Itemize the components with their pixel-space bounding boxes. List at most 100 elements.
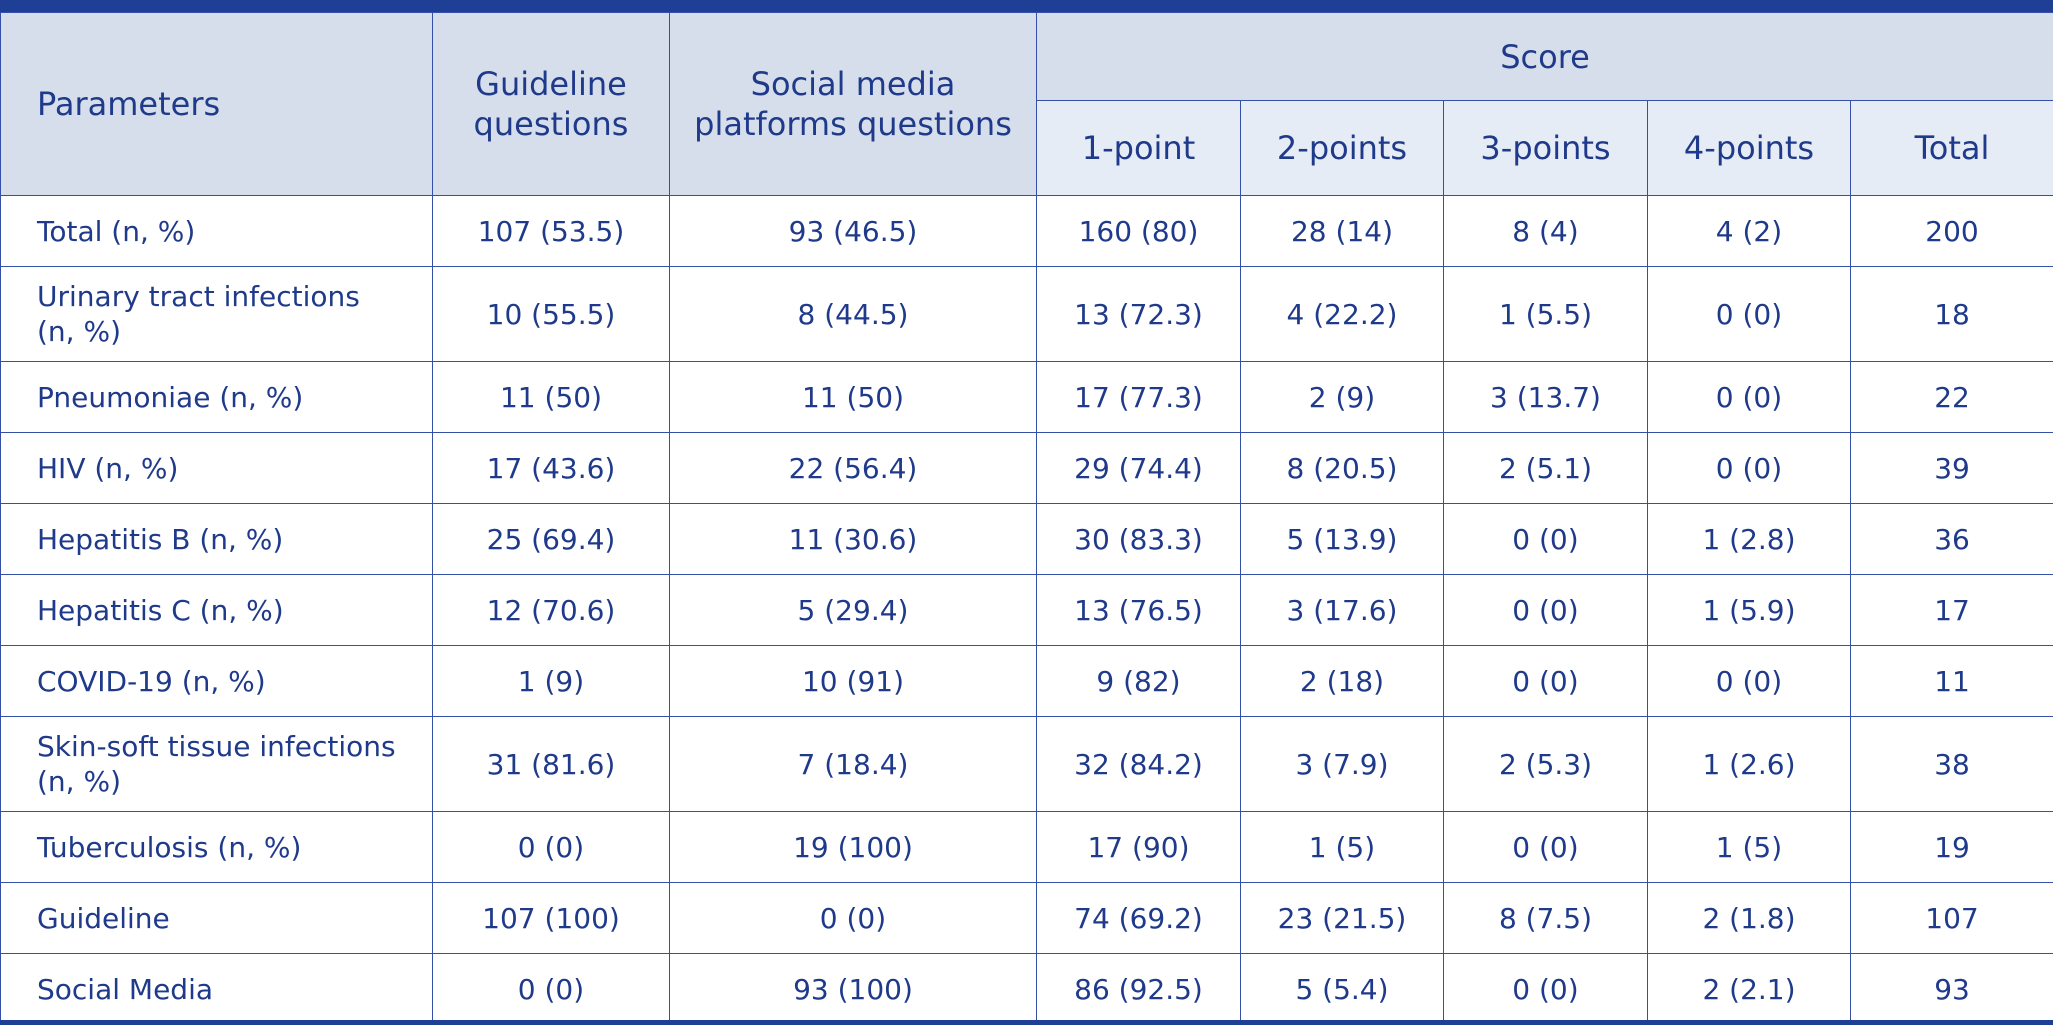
- cell-2-points: 2 (9): [1240, 361, 1444, 433]
- row-label: Urinary tract infections (n, %): [0, 266, 433, 362]
- cell-guideline: 1 (9): [432, 645, 670, 717]
- cell-3-points: 3 (13.7): [1443, 361, 1648, 433]
- cell-2-points: 3 (7.9): [1240, 716, 1444, 812]
- cell-4-points: 0 (0): [1647, 361, 1851, 433]
- row-label: Hepatitis C (n, %): [0, 574, 433, 646]
- table-row: HIV (n, %) 17 (43.6) 22 (56.4) 29 (74.4)…: [0, 432, 2053, 504]
- cell-2-points: 8 (20.5): [1240, 432, 1444, 504]
- cell-3-points: 0 (0): [1443, 574, 1648, 646]
- cell-1-point: 160 (80): [1036, 195, 1241, 267]
- cell-1-point: 17 (77.3): [1036, 361, 1241, 433]
- cell-3-points: 2 (5.1): [1443, 432, 1648, 504]
- cell-2-points: 1 (5): [1240, 811, 1444, 883]
- cell-total: 107: [1849, 882, 2053, 954]
- cell-social: 22 (56.4): [669, 432, 1037, 504]
- table-row: Pneumoniae (n, %) 11 (50) 11 (50) 17 (77…: [0, 361, 2053, 433]
- row-label-line1: Skin-soft tissue infections: [37, 730, 396, 763]
- cell-2-points: 23 (21.5): [1240, 882, 1444, 954]
- cell-social: 93 (100): [669, 953, 1037, 1025]
- cell-3-points: 0 (0): [1443, 645, 1648, 717]
- table-row: Urinary tract infections (n, %) 10 (55.5…: [0, 266, 2053, 362]
- cell-2-points: 5 (13.9): [1240, 503, 1444, 575]
- table-row: Tuberculosis (n, %) 0 (0) 19 (100) 17 (9…: [0, 811, 2053, 883]
- row-label: Social Media: [0, 953, 433, 1025]
- table-row: Hepatitis C (n, %) 12 (70.6) 5 (29.4) 13…: [0, 574, 2053, 646]
- cell-guideline: 12 (70.6): [432, 574, 670, 646]
- cell-guideline: 0 (0): [432, 811, 670, 883]
- row-label: Hepatitis B (n, %): [0, 503, 433, 575]
- cell-1-point: 86 (92.5): [1036, 953, 1241, 1025]
- cell-social: 8 (44.5): [669, 266, 1037, 362]
- cell-social: 11 (50): [669, 361, 1037, 433]
- row-label: Skin-soft tissue infections (n, %): [0, 716, 433, 812]
- cell-social: 0 (0): [669, 882, 1037, 954]
- header-social-media-questions: Social media platforms questions: [669, 12, 1037, 196]
- header-guideline-questions: Guideline questions: [432, 12, 670, 196]
- header-guideline-line2: questions: [473, 105, 629, 143]
- table-row: COVID-19 (n, %) 1 (9) 10 (91) 9 (82) 2 (…: [0, 645, 2053, 717]
- cell-social: 5 (29.4): [669, 574, 1037, 646]
- cell-social: 93 (46.5): [669, 195, 1037, 267]
- top-accent-bar: [0, 0, 2053, 12]
- cell-total: 19: [1849, 811, 2053, 883]
- header-2-points: 2-points: [1240, 100, 1444, 196]
- cell-4-points: 1 (5): [1647, 811, 1851, 883]
- cell-guideline: 31 (81.6): [432, 716, 670, 812]
- cell-1-point: 17 (90): [1036, 811, 1241, 883]
- cell-4-points: 1 (2.6): [1647, 716, 1851, 812]
- cell-total: 200: [1849, 195, 2053, 267]
- cell-guideline: 107 (100): [432, 882, 670, 954]
- cell-guideline: 11 (50): [432, 361, 670, 433]
- row-label: HIV (n, %): [0, 432, 433, 504]
- row-label-line2: (n, %): [37, 765, 121, 798]
- cell-2-points: 5 (5.4): [1240, 953, 1444, 1025]
- cell-total: 17: [1849, 574, 2053, 646]
- cell-4-points: 4 (2): [1647, 195, 1851, 267]
- cell-3-points: 0 (0): [1443, 503, 1648, 575]
- cell-2-points: 4 (22.2): [1240, 266, 1444, 362]
- header-parameters: Parameters: [0, 12, 433, 196]
- header-score: Score: [1035, 12, 2053, 101]
- header-social-line2: platforms questions: [694, 105, 1012, 143]
- table-row: Social Media 0 (0) 93 (100) 86 (92.5) 5 …: [0, 953, 2053, 1025]
- cell-social: 19 (100): [669, 811, 1037, 883]
- table-row: Guideline 107 (100) 0 (0) 74 (69.2) 23 (…: [0, 882, 2053, 954]
- cell-total: 22: [1849, 361, 2053, 433]
- row-label: Total (n, %): [0, 195, 433, 267]
- cell-1-point: 13 (72.3): [1036, 266, 1241, 362]
- header-total: Total: [1849, 100, 2053, 196]
- cell-3-points: 0 (0): [1443, 953, 1648, 1025]
- data-table: Parameters Guideline questions Social me…: [0, 12, 2053, 1025]
- row-label: Guideline: [0, 882, 433, 954]
- table-row: Skin-soft tissue infections (n, %) 31 (8…: [0, 716, 2053, 812]
- table-row: Hepatitis B (n, %) 25 (69.4) 11 (30.6) 3…: [0, 503, 2053, 575]
- cell-1-point: 74 (69.2): [1036, 882, 1241, 954]
- cell-1-point: 30 (83.3): [1036, 503, 1241, 575]
- cell-total: 93: [1849, 953, 2053, 1025]
- cell-social: 10 (91): [669, 645, 1037, 717]
- cell-3-points: 8 (4): [1443, 195, 1648, 267]
- cell-3-points: 2 (5.3): [1443, 716, 1648, 812]
- cell-social: 7 (18.4): [669, 716, 1037, 812]
- cell-total: 36: [1849, 503, 2053, 575]
- cell-3-points: 0 (0): [1443, 811, 1648, 883]
- row-label: Pneumoniae (n, %): [0, 361, 433, 433]
- cell-2-points: 28 (14): [1240, 195, 1444, 267]
- cell-total: 18: [1849, 266, 2053, 362]
- row-label-line2: (n, %): [37, 315, 121, 348]
- cell-guideline: 0 (0): [432, 953, 670, 1025]
- header-social-line1: Social media: [750, 65, 956, 103]
- cell-4-points: 2 (2.1): [1647, 953, 1851, 1025]
- cell-1-point: 13 (76.5): [1036, 574, 1241, 646]
- cell-4-points: 1 (5.9): [1647, 574, 1851, 646]
- cell-social: 11 (30.6): [669, 503, 1037, 575]
- row-label-line1: Urinary tract infections: [37, 280, 360, 313]
- header-3-points: 3-points: [1443, 100, 1648, 196]
- cell-total: 38: [1849, 716, 2053, 812]
- cell-4-points: 0 (0): [1647, 645, 1851, 717]
- cell-guideline: 17 (43.6): [432, 432, 670, 504]
- cell-2-points: 2 (18): [1240, 645, 1444, 717]
- cell-4-points: 0 (0): [1647, 266, 1851, 362]
- cell-1-point: 9 (82): [1036, 645, 1241, 717]
